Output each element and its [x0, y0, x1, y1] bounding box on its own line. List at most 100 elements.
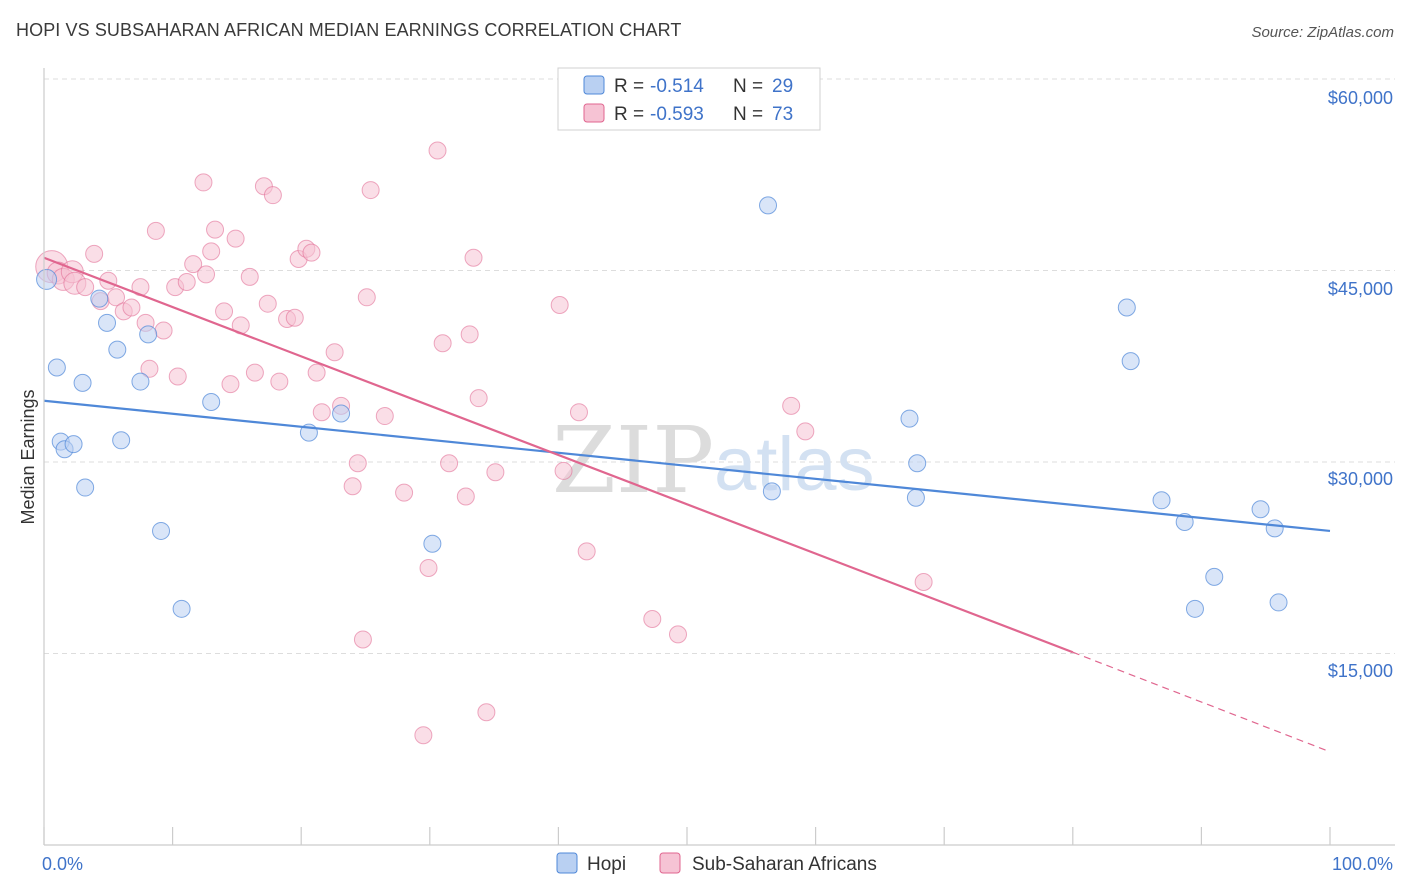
- ssa-point: [240, 267, 259, 286]
- ssa-point: [348, 454, 367, 473]
- ssa-point: [184, 255, 203, 274]
- ssa-point: [395, 483, 414, 502]
- legend-series-hopi-swatch: [556, 852, 578, 874]
- legend-hopi-n-label: N =: [733, 76, 763, 97]
- ssa-point: [258, 294, 277, 313]
- hopi-point: [1251, 500, 1270, 519]
- ssa-point: [460, 325, 479, 344]
- legend-hopi-r-value: -0.514: [650, 76, 704, 97]
- x-tick-label-100: 100.0%: [1332, 854, 1393, 874]
- ssa-point: [914, 573, 933, 592]
- ssa-point: [302, 243, 321, 262]
- hopi-point: [172, 599, 191, 618]
- watermark-atlas: atlas: [714, 422, 875, 507]
- hopi-point: [152, 521, 171, 540]
- hopi-point: [762, 482, 781, 501]
- legend-hopi-r-label: R =: [614, 76, 644, 97]
- y-tick-label-15000: $15,000: [1328, 661, 1393, 681]
- y-tick-label-30000: $30,000: [1328, 469, 1393, 489]
- ssa-point: [554, 461, 573, 480]
- hopi-point: [1185, 599, 1204, 618]
- ssa-point: [177, 272, 196, 291]
- hopi-point: [47, 358, 66, 377]
- ssa-point: [357, 288, 376, 307]
- ssa-point: [168, 367, 187, 386]
- y-tick-label-60000: $60,000: [1328, 88, 1393, 108]
- ssa-points: [35, 141, 933, 745]
- ssa-point: [569, 403, 588, 422]
- legend-series-ssa-swatch: [659, 852, 681, 874]
- trend-layer: [43, 256, 1331, 753]
- ssa-point: [202, 242, 221, 261]
- hopi-point: [1265, 519, 1284, 538]
- ssa-point: [325, 343, 344, 362]
- legend-ssa-r-label: R =: [614, 104, 644, 125]
- ssa-point: [414, 726, 433, 745]
- ssa-point: [782, 396, 801, 415]
- hopi-point: [900, 409, 919, 428]
- hopi-point: [1269, 593, 1288, 612]
- legend-ssa-n-label: N =: [733, 104, 763, 125]
- ssa-point: [353, 630, 372, 649]
- ssa-point: [577, 542, 596, 561]
- hopi-point: [90, 289, 109, 308]
- y-tick-label-45000: $45,000: [1328, 279, 1393, 299]
- ssa-point: [85, 244, 104, 263]
- legend-hopi-swatch: [583, 75, 605, 95]
- ssa-point: [477, 703, 496, 722]
- hopi-point: [759, 196, 778, 215]
- y-axis-label: Median Earnings: [18, 389, 38, 524]
- ssa-point: [343, 477, 362, 496]
- hopi-point: [1117, 298, 1136, 317]
- ssa-point: [440, 454, 459, 473]
- hopi-point: [906, 488, 925, 507]
- legend-stats: R = -0.514 N = 29 R = -0.593 N = 73: [557, 67, 821, 131]
- ssa-point: [796, 422, 815, 441]
- ssa-point: [154, 321, 173, 340]
- ssa-point: [194, 173, 213, 192]
- hopi-point: [908, 454, 927, 473]
- legend-series: Hopi Sub-Saharan Africans: [556, 852, 877, 875]
- ssa-point: [361, 181, 380, 200]
- ssa-point: [263, 186, 282, 205]
- ssa-point: [312, 403, 331, 422]
- ssa-point: [433, 334, 452, 353]
- ssa-point: [76, 278, 95, 297]
- hopi-point: [108, 340, 127, 359]
- ssa-point: [270, 372, 289, 391]
- hopi-point: [131, 372, 150, 391]
- ssa-point: [140, 359, 159, 378]
- legend-hopi-n-value: 29: [772, 76, 793, 97]
- ssa-point: [464, 248, 483, 267]
- x-axis-ticks: [43, 827, 1331, 845]
- ssa-point: [285, 308, 304, 327]
- hopi-point: [1121, 352, 1140, 371]
- hopi-point: [64, 435, 83, 454]
- hopi-trend-line: [43, 399, 1331, 533]
- legend-ssa-n-value: 73: [772, 104, 793, 125]
- hopi-point: [73, 373, 92, 392]
- hopi-point: [76, 478, 95, 497]
- hopi-point: [423, 534, 442, 553]
- x-tick-label-0: 0.0%: [42, 854, 83, 874]
- ssa-point: [221, 375, 240, 394]
- ssa-trend-line-extension: [1072, 651, 1331, 753]
- ssa-point: [419, 558, 438, 577]
- grid-layer: [44, 78, 1395, 654]
- ssa-point: [206, 220, 225, 239]
- ssa-point: [375, 407, 394, 426]
- ssa-point: [122, 298, 141, 317]
- hopi-point: [1205, 567, 1224, 586]
- hopi-point: [202, 392, 221, 411]
- ssa-point: [197, 265, 216, 284]
- ssa-point: [226, 229, 245, 248]
- ssa-point: [456, 487, 475, 506]
- ssa-trend-line: [43, 256, 1074, 654]
- legend-series-ssa-label: Sub-Saharan Africans: [692, 854, 877, 875]
- legend-ssa-swatch: [583, 103, 605, 123]
- hopi-point: [139, 325, 158, 344]
- hopi-point: [36, 268, 58, 290]
- hopi-point: [112, 431, 131, 450]
- ssa-point: [643, 610, 662, 629]
